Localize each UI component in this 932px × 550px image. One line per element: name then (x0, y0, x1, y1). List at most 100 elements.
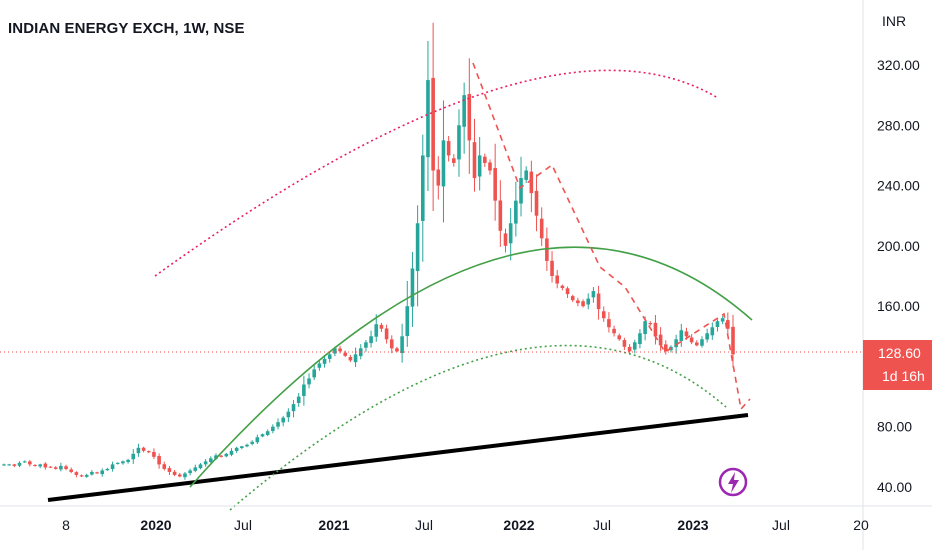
candle[interactable] (726, 312, 730, 336)
candle[interactable] (695, 340, 699, 347)
candle[interactable] (601, 306, 606, 322)
candle[interactable] (710, 322, 715, 340)
candle[interactable] (612, 325, 616, 337)
candle[interactable] (514, 181, 518, 237)
candle[interactable] (250, 440, 254, 446)
candle[interactable] (281, 415, 285, 427)
candle[interactable] (389, 335, 394, 354)
candle[interactable] (79, 474, 84, 478)
candle[interactable] (286, 408, 291, 422)
candle[interactable] (560, 284, 565, 291)
candle[interactable] (7, 463, 11, 466)
candle[interactable] (110, 461, 115, 472)
candle[interactable] (565, 286, 570, 298)
candle[interactable] (446, 136, 451, 162)
candle[interactable] (472, 118, 477, 192)
candle[interactable] (720, 315, 725, 325)
candle[interactable] (534, 174, 539, 232)
support-trendline[interactable] (47, 413, 749, 502)
candle[interactable] (198, 463, 203, 470)
candle[interactable] (715, 319, 720, 332)
candle[interactable] (374, 314, 379, 342)
candle[interactable] (591, 287, 596, 303)
candle[interactable] (33, 464, 37, 467)
candle[interactable] (74, 471, 79, 478)
candle[interactable] (240, 445, 244, 450)
lightning-bolt-icon[interactable] (718, 467, 748, 497)
candle[interactable] (260, 433, 265, 438)
candle[interactable] (369, 330, 373, 348)
candle[interactable] (90, 470, 94, 476)
candle[interactable] (64, 464, 68, 471)
candle[interactable] (679, 323, 684, 347)
candle[interactable] (420, 134, 425, 262)
candle[interactable] (596, 285, 601, 320)
green-cup-arc[interactable] (189, 246, 753, 488)
candle[interactable] (648, 321, 653, 326)
candle[interactable] (457, 109, 461, 177)
candle[interactable] (653, 315, 658, 345)
candle[interactable] (224, 452, 229, 458)
candle[interactable] (183, 471, 187, 480)
candle[interactable] (59, 462, 63, 472)
candle[interactable] (477, 136, 482, 191)
candle[interactable] (188, 468, 192, 476)
candle[interactable] (586, 293, 591, 310)
candle[interactable] (343, 350, 348, 358)
candle[interactable] (327, 351, 332, 363)
candle[interactable] (576, 297, 580, 307)
candle[interactable] (307, 373, 311, 389)
candle[interactable] (121, 460, 125, 465)
candle[interactable] (22, 460, 27, 463)
candle[interactable] (405, 281, 410, 347)
candle[interactable] (658, 327, 663, 351)
candle[interactable] (317, 360, 322, 371)
candle[interactable] (441, 100, 446, 223)
candle[interactable] (617, 333, 622, 341)
candle[interactable] (157, 453, 161, 469)
candle[interactable] (229, 448, 234, 457)
candle[interactable] (353, 347, 358, 367)
candle[interactable] (384, 324, 389, 344)
candle[interactable] (69, 467, 74, 474)
candle[interactable] (53, 466, 58, 470)
candle[interactable] (152, 448, 156, 460)
candle[interactable] (400, 323, 404, 363)
candle[interactable] (136, 443, 141, 457)
candle[interactable] (209, 456, 213, 464)
candle[interactable] (312, 364, 317, 381)
red-dotted-arc[interactable] (154, 69, 719, 277)
candle[interactable] (95, 471, 99, 474)
candle[interactable] (255, 434, 260, 445)
candle[interactable] (622, 337, 627, 350)
candle[interactable] (627, 344, 632, 355)
candle[interactable] (570, 294, 575, 303)
candle[interactable] (503, 228, 508, 253)
candle[interactable] (322, 355, 327, 368)
candle[interactable] (17, 461, 22, 468)
candle[interactable] (493, 143, 497, 221)
candle[interactable] (100, 468, 105, 477)
candle[interactable] (426, 40, 430, 192)
candle[interactable] (131, 449, 136, 464)
candle[interactable] (550, 251, 554, 283)
candle[interactable] (539, 207, 544, 247)
candle[interactable] (415, 205, 420, 307)
candle[interactable] (48, 466, 53, 469)
candle[interactable] (395, 346, 399, 353)
candle[interactable] (234, 446, 239, 453)
candle[interactable] (410, 251, 415, 327)
candle[interactable] (607, 312, 611, 333)
candle[interactable] (38, 463, 42, 469)
candle[interactable] (731, 314, 735, 368)
candle[interactable] (508, 208, 513, 261)
candle[interactable] (265, 429, 270, 437)
candle[interactable] (167, 465, 172, 476)
candle[interactable] (705, 328, 709, 343)
candle[interactable] (12, 463, 17, 468)
green-dotted-arc[interactable] (229, 344, 727, 511)
candle[interactable] (271, 424, 275, 434)
x-axis-ticks[interactable]: 8 2020 Jul 2021 Jul 2022 Jul 2023 Jul 20 (62, 517, 869, 533)
